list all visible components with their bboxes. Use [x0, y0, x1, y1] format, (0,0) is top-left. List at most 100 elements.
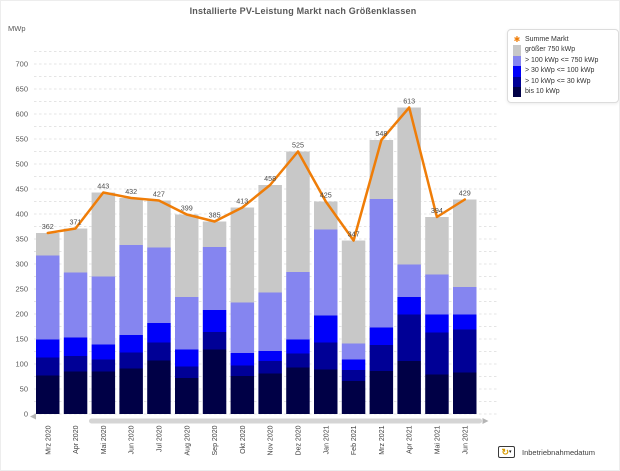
bar-segment[interactable]: [258, 361, 282, 374]
bar-segment[interactable]: [175, 366, 199, 379]
bar-segment[interactable]: [397, 314, 421, 362]
bar-segment[interactable]: [63, 337, 88, 357]
legend-item-groesser-750[interactable]: größer 750 kWp: [513, 45, 613, 56]
bar-segment[interactable]: [36, 339, 60, 358]
bar-segment[interactable]: [258, 351, 282, 361]
bar-segment[interactable]: [202, 247, 227, 310]
bar-segment[interactable]: [258, 373, 282, 415]
bar-segment[interactable]: [63, 356, 88, 372]
bar-segment[interactable]: [202, 221, 227, 248]
legend-item-bis-10[interactable]: bis 10 kWp: [513, 86, 613, 98]
legend-item-10-30[interactable]: > 10 kWp <= 30 kWp: [513, 76, 613, 87]
bar-value-label: 613: [403, 97, 415, 106]
bar-segment[interactable]: [453, 199, 477, 288]
bar-segment[interactable]: [202, 310, 227, 332]
bar-segment[interactable]: [63, 371, 88, 415]
legend-item-30-100[interactable]: > 30 kWp <= 100 kWp: [513, 66, 613, 77]
bar-segment[interactable]: [314, 315, 338, 343]
bar-segment[interactable]: [147, 247, 171, 324]
bar-segment[interactable]: [341, 370, 366, 381]
bar-segment[interactable]: [36, 375, 60, 415]
scroll-right-arrow[interactable]: [482, 418, 489, 424]
x-tick-label: Sep 2020: [212, 425, 219, 455]
date-filter-label: Inbetriebnahmedatum: [522, 447, 595, 457]
legend-item-100-750[interactable]: > 100 kWp <= 750 kWp: [513, 55, 613, 67]
bar-segment[interactable]: [286, 151, 310, 273]
bar-segment[interactable]: [314, 342, 338, 370]
bar-segment[interactable]: [286, 353, 310, 368]
bar-segment[interactable]: [453, 287, 477, 315]
bar-segment[interactable]: [230, 376, 255, 414]
bar-segment[interactable]: [202, 332, 227, 350]
bar-segment[interactable]: [286, 367, 310, 415]
bar-segment[interactable]: [341, 381, 366, 414]
bar-segment[interactable]: [91, 344, 116, 360]
bar-segment[interactable]: [369, 371, 394, 414]
bar-segment[interactable]: [314, 369, 338, 415]
bar-segment[interactable]: [147, 342, 171, 361]
bar-segment[interactable]: [36, 255, 60, 340]
bar-segment[interactable]: [119, 368, 143, 415]
bar-segment[interactable]: [36, 357, 60, 376]
date-filter-button[interactable]: ↻ ▾: [498, 446, 515, 458]
legend-item-summe-markt[interactable]: ✱ Summe Markt: [513, 35, 613, 45]
bar-segment[interactable]: [258, 185, 282, 293]
bar-segment[interactable]: [258, 292, 282, 352]
bar-segment[interactable]: [425, 274, 449, 315]
bar-segment[interactable]: [91, 192, 116, 277]
legend-label: > 100 kWp <= 750 kWp: [525, 56, 599, 64]
bar-segment[interactable]: [175, 214, 199, 298]
bar-segment[interactable]: [425, 217, 449, 275]
bar-segment[interactable]: [286, 272, 310, 340]
bar-segment[interactable]: [230, 365, 255, 377]
bar-segment[interactable]: [425, 314, 449, 333]
bar-segment[interactable]: [425, 374, 449, 415]
bar-segment[interactable]: [63, 228, 88, 273]
bar-segment[interactable]: [314, 229, 338, 316]
bar-segment[interactable]: [119, 335, 143, 353]
bar-segment[interactable]: [91, 359, 116, 372]
bar-segment[interactable]: [369, 345, 394, 371]
bar-segment[interactable]: [369, 327, 394, 346]
x-scrollbar[interactable]: [89, 418, 482, 424]
bar-segment[interactable]: [453, 372, 477, 415]
bar-segment[interactable]: [147, 323, 171, 343]
bar-segment[interactable]: [425, 332, 449, 375]
bar-value-label: 399: [181, 204, 193, 213]
bar-segment[interactable]: [202, 349, 227, 415]
bar-segment[interactable]: [230, 302, 255, 354]
scroll-left-arrow[interactable]: [30, 413, 36, 420]
bar-segment[interactable]: [230, 207, 255, 303]
bar-segment[interactable]: [341, 359, 366, 371]
bar-segment[interactable]: [341, 240, 366, 344]
bar-segment[interactable]: [147, 200, 171, 248]
y-tick-label: 200: [15, 310, 28, 319]
bar-segment[interactable]: [397, 264, 421, 298]
bar-segment[interactable]: [119, 352, 143, 369]
bar-segment[interactable]: [119, 245, 143, 335]
bar-value-label: 443: [97, 182, 109, 191]
bar-segment[interactable]: [397, 297, 421, 315]
bar-segment[interactable]: [286, 339, 310, 354]
bar-segment[interactable]: [369, 140, 394, 199]
bar-segment[interactable]: [341, 343, 366, 360]
bar-segment[interactable]: [175, 378, 199, 414]
bar-segment[interactable]: [36, 233, 60, 256]
bar-segment[interactable]: [397, 361, 421, 414]
bar-segment[interactable]: [175, 297, 199, 350]
bar-segment[interactable]: [147, 360, 171, 415]
bar-segment[interactable]: [91, 276, 116, 345]
summe-markt-line[interactable]: [46, 106, 467, 242]
bar-segment[interactable]: [63, 272, 88, 338]
bar-segment[interactable]: [369, 199, 394, 328]
bar-segment[interactable]: [230, 353, 255, 366]
bar-segment[interactable]: [314, 201, 338, 230]
bar-segment[interactable]: [91, 371, 116, 415]
y-tick-label: 700: [15, 60, 28, 69]
bar-segment[interactable]: [397, 107, 421, 265]
bar-segment[interactable]: [119, 198, 143, 245]
bar-segment[interactable]: [453, 314, 477, 330]
bar-segment[interactable]: [453, 329, 477, 373]
bar-segment[interactable]: [175, 349, 199, 367]
